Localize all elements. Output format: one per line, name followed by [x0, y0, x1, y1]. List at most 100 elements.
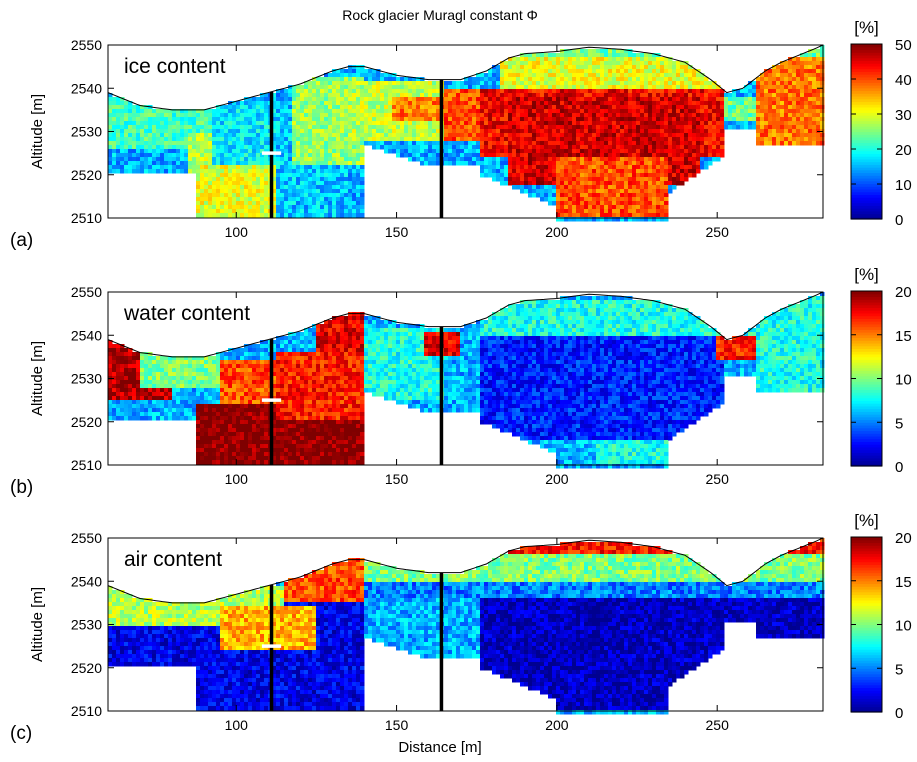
heatmap-cell: [136, 129, 141, 134]
heatmap-cell: [392, 129, 397, 134]
heatmap-cell: [420, 85, 425, 90]
heatmap-cell: [116, 133, 121, 138]
heatmap-cell: [292, 125, 297, 130]
heatmap-cell: [236, 193, 241, 198]
heatmap-cell: [576, 185, 581, 190]
heatmap-cell: [388, 101, 393, 106]
heatmap-cell: [528, 169, 533, 174]
heatmap-cell: [536, 109, 541, 114]
heatmap-cell: [392, 113, 397, 118]
heatmap-cell: [352, 161, 357, 166]
heatmap-cell: [336, 101, 341, 106]
heatmap-cell: [792, 121, 797, 126]
heatmap-cell: [496, 169, 501, 174]
heatmap-cell: [220, 113, 225, 118]
heatmap-cell: [400, 81, 405, 86]
heatmap-cell: [736, 125, 741, 130]
heatmap-cell: [516, 133, 521, 138]
heatmap-cell: [280, 141, 285, 146]
heatmap-cell: [672, 129, 677, 134]
heatmap-cell: [504, 89, 509, 94]
heatmap-cell: [320, 85, 325, 90]
heatmap-cell: [280, 205, 285, 210]
heatmap-cell: [808, 77, 813, 82]
heatmap-cell: [484, 137, 489, 142]
heatmap-cell: [556, 81, 561, 86]
heatmap-cell: [544, 57, 549, 62]
heatmap-cell: [320, 117, 325, 122]
heatmap-cell: [580, 145, 585, 150]
heatmap-cell: [556, 97, 561, 102]
heatmap-cell: [372, 137, 377, 142]
heatmap-cell: [576, 57, 581, 62]
heatmap-cell: [308, 81, 313, 86]
heatmap-cell: [396, 81, 401, 86]
heatmap-cell: [112, 113, 117, 118]
heatmap-cell: [656, 185, 661, 190]
heatmap-cell: [400, 93, 405, 98]
heatmap-cell: [796, 101, 801, 106]
heatmap-cell: [292, 205, 297, 210]
heatmap-cell: [432, 129, 437, 134]
heatmap-cell: [804, 57, 809, 62]
heatmap-cell: [396, 85, 401, 90]
heatmap-cell: [632, 57, 637, 62]
heatmap-cell: [792, 133, 797, 138]
heatmap-cell: [180, 169, 185, 174]
heatmap-cell: [628, 149, 633, 154]
heatmap-cell: [112, 109, 117, 114]
heatmap-cell: [628, 201, 633, 206]
heatmap-cell: [784, 117, 789, 122]
heatmap-cell: [772, 77, 777, 82]
heatmap-cell: [640, 129, 645, 134]
heatmap-cell: [344, 185, 349, 190]
heatmap-cell: [644, 105, 649, 110]
heatmap-cell: [324, 137, 329, 142]
heatmap-cell: [496, 93, 501, 98]
heatmap-cell: [572, 109, 577, 114]
heatmap-cell: [424, 157, 429, 162]
heatmap-cell: [292, 105, 297, 110]
heatmap-cell: [256, 149, 261, 154]
heatmap-cell: [520, 149, 525, 154]
heatmap-cell: [592, 77, 597, 82]
heatmap-cell: [264, 205, 269, 210]
heatmap-cell: [676, 61, 681, 66]
heatmap-cell: [776, 69, 781, 74]
heatmap-cell: [264, 97, 269, 102]
heatmap-cell: [796, 97, 801, 102]
heatmap-cell: [144, 157, 149, 162]
heatmap-cell: [544, 145, 549, 150]
heatmap-cell: [356, 97, 361, 102]
heatmap-cell: [608, 57, 613, 62]
heatmap-cell: [356, 169, 361, 174]
heatmap-cell: [664, 217, 669, 222]
heatmap-cell: [516, 181, 521, 186]
heatmap-cell: [232, 137, 237, 142]
heatmap-cell: [816, 93, 821, 98]
heatmap-cell: [704, 133, 709, 138]
heatmap-cell: [820, 85, 825, 90]
heatmap-cell: [608, 189, 613, 194]
heatmap-cell: [116, 169, 121, 174]
heatmap-cell: [744, 101, 749, 106]
heatmap-cell: [684, 173, 689, 178]
heatmap-cell: [808, 129, 813, 134]
heatmap-cell: [196, 141, 201, 146]
heatmap-cell: [108, 133, 113, 138]
heatmap-cell: [632, 109, 637, 114]
heatmap-cell: [320, 77, 325, 82]
heatmap-cell: [712, 125, 717, 130]
heatmap-cell: [780, 85, 785, 90]
heatmap-cell: [560, 157, 565, 162]
heatmap-cell: [252, 113, 257, 118]
heatmap-cell: [584, 109, 589, 114]
heatmap-cell: [404, 121, 409, 126]
heatmap-cell: [820, 61, 825, 66]
heatmap-cell: [572, 201, 577, 206]
heatmap-cell: [628, 217, 633, 222]
heatmap-cell: [784, 69, 789, 74]
heatmap-cell: [396, 149, 401, 154]
heatmap-cell: [548, 201, 553, 206]
heatmap-cell: [348, 69, 353, 74]
